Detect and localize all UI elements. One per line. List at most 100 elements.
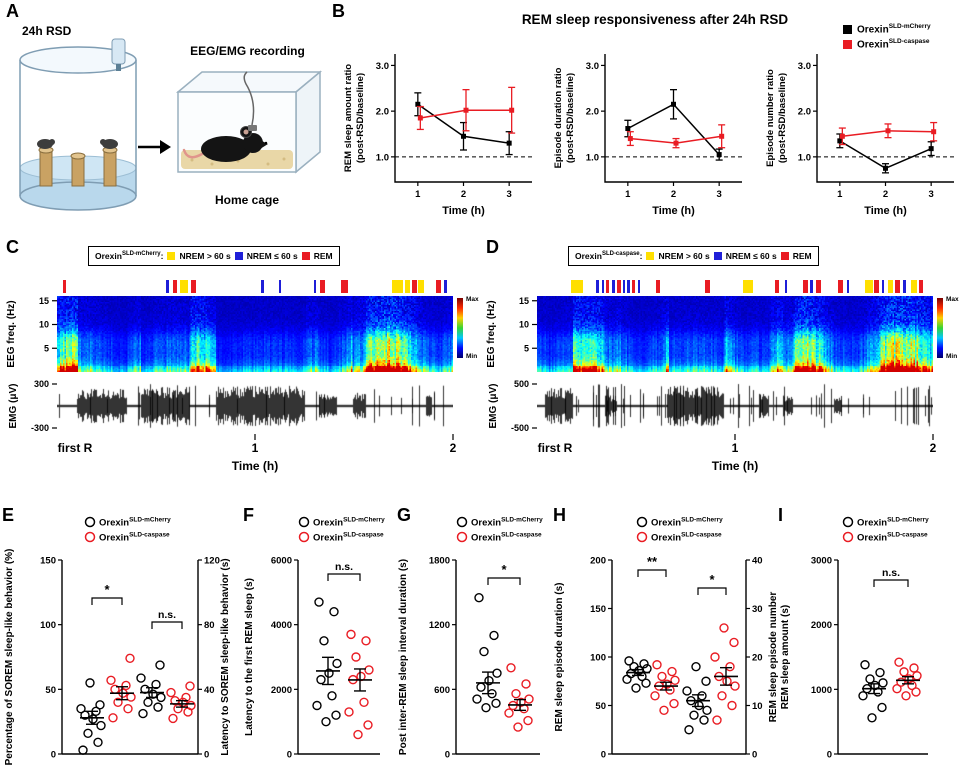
x-tick-label: 2 bbox=[461, 189, 466, 200]
data-point bbox=[652, 660, 662, 670]
eeg-tick-label: 15 bbox=[519, 296, 529, 306]
legend-label: OrexinSLD-mCherry bbox=[651, 517, 723, 529]
emg-tick-label: 500 bbox=[514, 379, 529, 389]
y-tick-label: 3000 bbox=[811, 556, 832, 567]
hypnogram-segment bbox=[911, 280, 917, 293]
y-axis-label: Latency to the first REM sleep (s) bbox=[244, 578, 255, 736]
data-point bbox=[93, 737, 103, 748]
x-tick-label: 3 bbox=[507, 189, 512, 200]
hypnogram-segment bbox=[313, 280, 317, 293]
data-point bbox=[837, 138, 843, 144]
data-point bbox=[626, 668, 636, 679]
significance-bracket bbox=[697, 587, 727, 595]
right-y-axis-label: Latency to SOREM sleep-like behavior (s) bbox=[220, 558, 231, 755]
significance-label: n.s. bbox=[335, 561, 353, 573]
data-point bbox=[185, 681, 195, 691]
data-point bbox=[364, 665, 374, 675]
panel-label-f: F bbox=[243, 505, 254, 525]
panel-label-b: B bbox=[332, 1, 345, 21]
hypnogram-segment bbox=[903, 280, 907, 293]
eeg-axis-label: EEG freq. (Hz) bbox=[6, 300, 17, 367]
y-tick-label: 0 bbox=[445, 750, 450, 761]
hypnogram-segment bbox=[784, 280, 788, 293]
hypnogram-segment bbox=[190, 280, 196, 293]
data-point bbox=[701, 676, 711, 686]
data-point bbox=[491, 698, 501, 709]
hypnogram-segment bbox=[172, 280, 178, 293]
panelI-chart: 0 1000 2000 3000 REM sleep amount (s) OrexinS… bbox=[780, 517, 929, 761]
data-point bbox=[484, 676, 494, 686]
x-tick-label: first R bbox=[58, 441, 93, 455]
panel-b-legend: OrexinSLD-mCherry OrexinSLD-caspase bbox=[843, 22, 931, 52]
data-point bbox=[722, 676, 732, 686]
data-point bbox=[321, 716, 331, 727]
x-tick-label: 2 bbox=[450, 441, 457, 455]
data-point bbox=[489, 630, 499, 641]
colorbar bbox=[937, 298, 943, 358]
y-tick-label: 50 bbox=[45, 685, 56, 696]
legend-label: OrexinSLD-caspase bbox=[99, 532, 170, 544]
y-axis-label: Episode duration ratio bbox=[553, 67, 564, 168]
panel-label-d: D bbox=[486, 237, 499, 257]
x-tick-label: first R bbox=[538, 441, 573, 455]
data-point bbox=[699, 715, 709, 725]
data-point bbox=[186, 700, 196, 711]
y-tick-label: 2.0 bbox=[798, 107, 811, 118]
legend-label: NREM ≤ 60 s bbox=[246, 251, 298, 261]
data-point bbox=[361, 636, 371, 646]
hypnogram-segment bbox=[278, 280, 282, 293]
significance-bracket bbox=[151, 621, 183, 629]
data-point bbox=[155, 660, 165, 670]
data-point bbox=[622, 674, 632, 685]
colorbar bbox=[457, 298, 463, 358]
y-tick-label: 0 bbox=[287, 750, 292, 761]
data-point bbox=[108, 713, 118, 723]
data-point bbox=[143, 697, 153, 707]
y-tick-label: 0 bbox=[827, 750, 832, 761]
legend-marker bbox=[456, 516, 468, 528]
y-tick-label: 100 bbox=[590, 653, 606, 664]
data-point bbox=[476, 682, 486, 692]
significance-label: * bbox=[104, 582, 110, 597]
panelE-chart: 0 50 100 150 0 40 80 120 Percentage of SOREM sle… bbox=[4, 517, 231, 766]
hypnogram-segment bbox=[601, 280, 604, 293]
data-point bbox=[641, 678, 651, 688]
data-point bbox=[332, 658, 342, 669]
data-point bbox=[136, 673, 146, 683]
legend-label: NREM ≤ 60 s bbox=[725, 251, 777, 261]
y-axis-label: Episode number ratio bbox=[765, 69, 776, 167]
legend-label: OrexinSLD-caspase bbox=[857, 38, 930, 51]
data-point bbox=[88, 714, 98, 724]
data-point bbox=[509, 107, 515, 113]
data-point bbox=[639, 659, 649, 669]
hypnogram-segment bbox=[874, 280, 880, 293]
legend-label: OrexinSLD-mCherry bbox=[471, 517, 543, 529]
data-point bbox=[892, 683, 902, 694]
colorbar-max-label: Max bbox=[946, 296, 959, 303]
hypnogram-segment bbox=[319, 280, 325, 293]
data-point bbox=[667, 666, 677, 677]
data-point bbox=[719, 623, 729, 633]
emg-trace bbox=[537, 380, 933, 432]
data-point bbox=[492, 668, 502, 678]
legend-label: OrexinSLD-caspase bbox=[313, 532, 384, 544]
y-tick-label: 2.0 bbox=[586, 107, 599, 118]
legend-label: OrexinSLD-mCherry bbox=[857, 23, 931, 36]
y-axis-label: REM sleep episode duration (s) bbox=[554, 583, 565, 732]
data-point bbox=[624, 656, 634, 666]
y-tick-label: 600 bbox=[434, 685, 450, 696]
panel-b-title: REM sleep responsiveness after 24h RSD bbox=[521, 12, 789, 27]
legend-group-name: OrexinSLD-caspase: bbox=[575, 251, 643, 261]
hypnogram-legend: OrexinSLD-caspase: NREM > 60 s NREM ≤ 60 s… bbox=[568, 246, 819, 266]
eeg-cable-icon bbox=[243, 71, 257, 131]
hypnogram-segment bbox=[810, 280, 813, 293]
data-point bbox=[138, 708, 148, 719]
data-point bbox=[121, 680, 131, 691]
data-point bbox=[702, 705, 712, 716]
data-point bbox=[682, 686, 692, 696]
y-tick-label: 3.0 bbox=[798, 61, 811, 72]
hypnogram-segment bbox=[638, 280, 641, 293]
hypnogram-segment bbox=[846, 280, 850, 293]
data-point bbox=[461, 133, 466, 139]
data-point bbox=[670, 675, 680, 685]
